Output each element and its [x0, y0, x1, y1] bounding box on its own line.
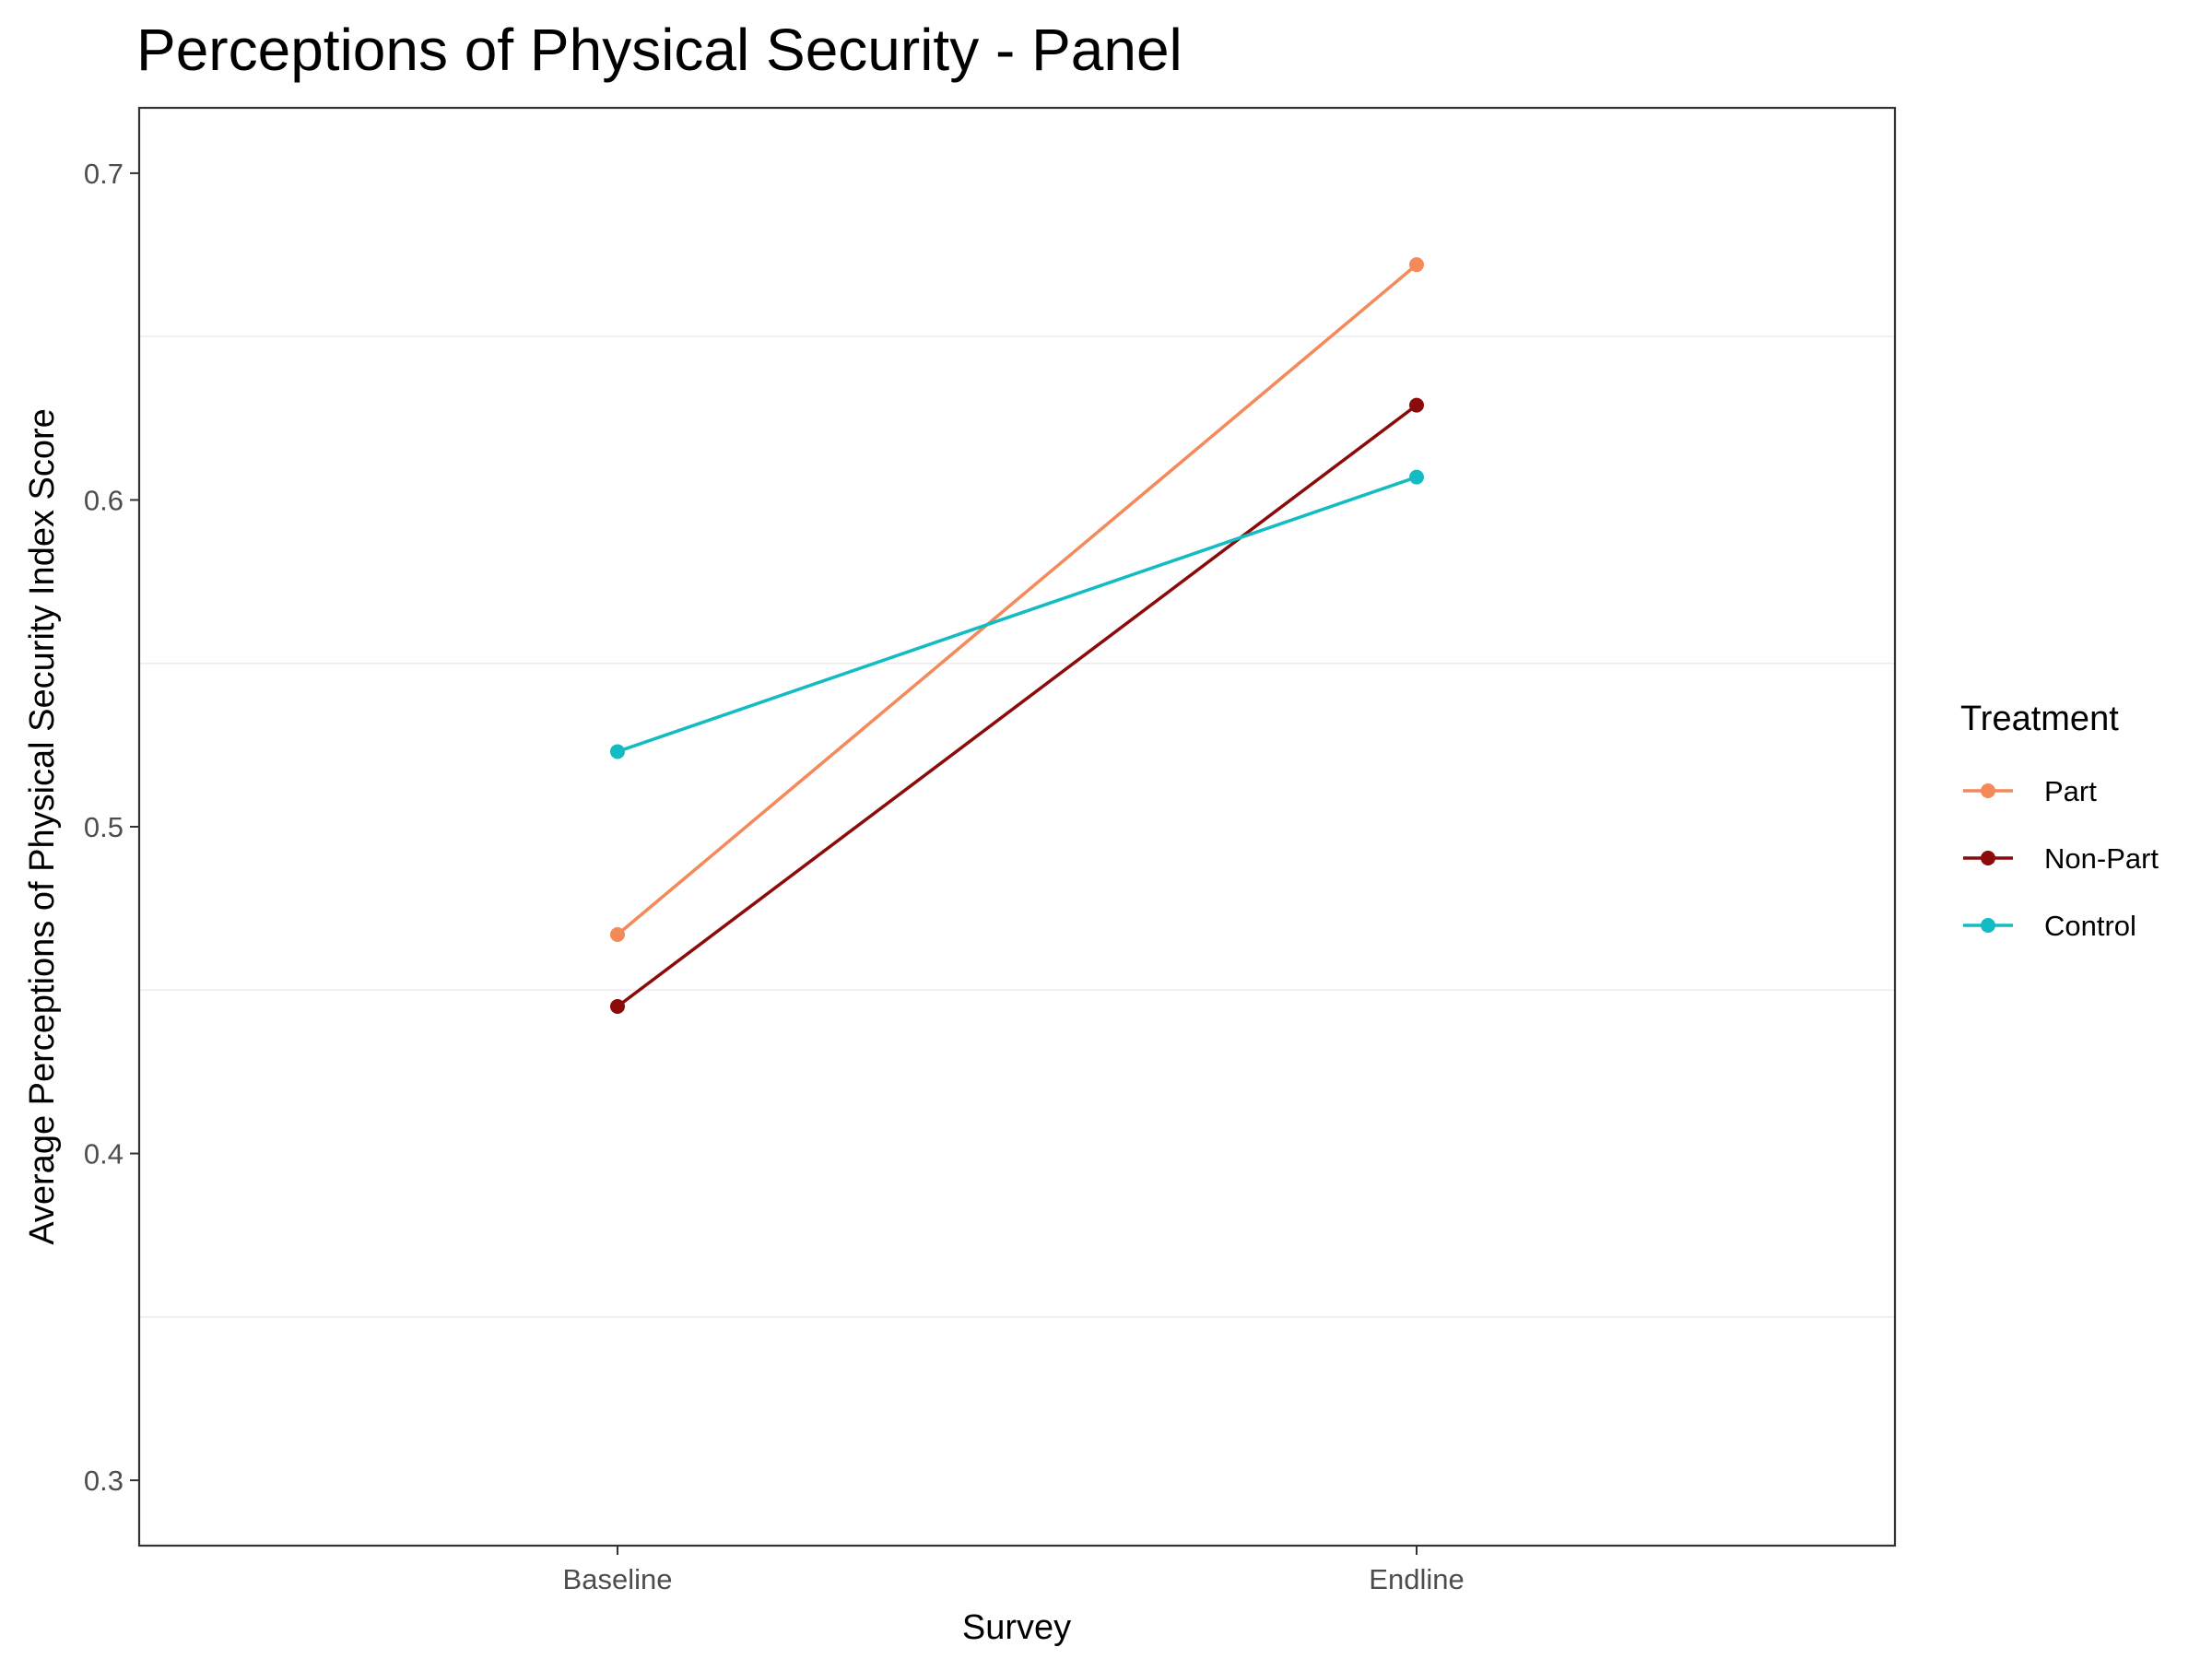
- x-axis-title: Survey: [962, 1608, 1071, 1647]
- data-series: [610, 257, 1424, 1014]
- data-point-non-part: [610, 999, 625, 1014]
- data-point-control: [610, 744, 625, 759]
- series-line-control: [617, 475, 1418, 754]
- legend-key-point: [1981, 851, 1995, 865]
- legend-key-point: [1981, 783, 1995, 798]
- legend-key-point: [1981, 918, 1995, 933]
- data-point-part: [1409, 257, 1424, 273]
- y-tick-label: 0.5: [84, 811, 124, 843]
- series-line-part: [616, 263, 1418, 936]
- plot-panel-border: [137, 106, 1897, 1547]
- y-axis-title: Average Perceptions of Physical Security…: [23, 408, 62, 1245]
- y-axis: 0.3 0.4 0.5 0.6 0.7: [84, 158, 139, 1497]
- legend-label: Non-Part: [2044, 842, 2159, 875]
- data-point-non-part: [1409, 397, 1424, 413]
- y-tick-label: 0.6: [84, 484, 124, 516]
- y-tick-label: 0.3: [84, 1465, 124, 1497]
- y-tick-label: 0.4: [84, 1138, 124, 1171]
- x-tick-label: Baseline: [563, 1563, 673, 1595]
- chart-title: Perceptions of Physical Security - Panel: [136, 17, 1182, 83]
- legend: Treatment Part Non-Part Control: [1960, 700, 2159, 942]
- legend-label: Part: [2044, 775, 2097, 807]
- x-tick-label: Endline: [1369, 1563, 1464, 1595]
- data-point-part: [610, 927, 625, 942]
- series-line-non-part: [616, 404, 1418, 1008]
- y-tick-label: 0.7: [84, 158, 124, 190]
- legend-label: Control: [2044, 910, 2136, 942]
- x-axis: Baseline Endline: [563, 1546, 1465, 1595]
- data-point-control: [1409, 469, 1424, 485]
- legend-title: Treatment: [1960, 700, 2119, 738]
- grid-lines: [139, 335, 1895, 1318]
